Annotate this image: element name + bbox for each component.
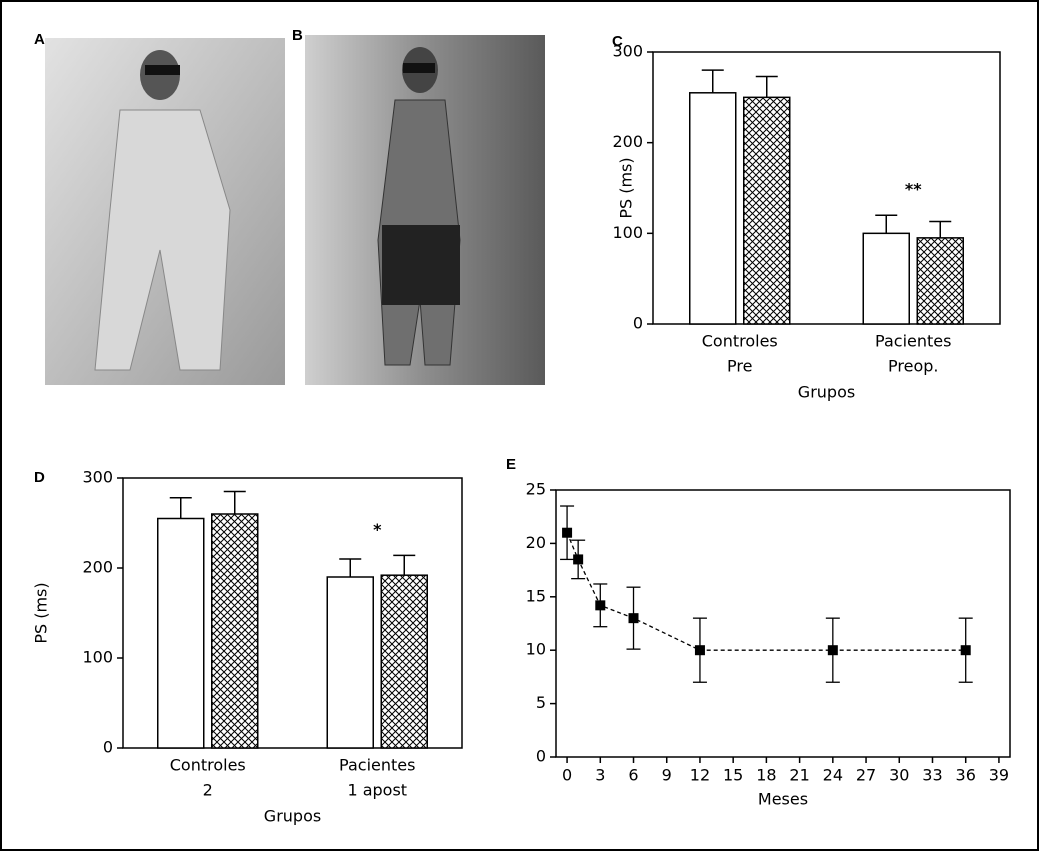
data-point [628,613,639,624]
x-tick-label: 6 [628,766,638,785]
significance-marker: * [373,520,382,539]
y-tick-label: 20 [526,533,546,552]
y-tick-label: 200 [82,558,113,577]
bar [862,232,910,325]
x-tick-label: 12 [690,766,710,785]
x-tick-label: 27 [856,766,876,785]
significance-marker: ** [905,180,922,199]
x-axis-label: Grupos [798,383,855,402]
y-tick-label: 5 [536,693,546,712]
photo-b [305,35,545,385]
bar [743,96,791,325]
x-tick-label: 30 [889,766,909,785]
y-tick-label: 10 [526,640,546,659]
x-tick-label: 21 [789,766,809,785]
data-line [566,532,966,651]
x-tick-label: 39 [989,766,1009,785]
x-tick-label: Pre [727,357,752,376]
x-tick-label: 24 [823,766,843,785]
y-tick-label: 0 [633,314,643,333]
x-tick-label: 9 [662,766,672,785]
y-tick-label: 100 [82,648,113,667]
plot-frame [652,51,1001,325]
y-tick-label: 300 [82,468,113,487]
panel-label: B [292,27,303,44]
plot-frame [555,489,1011,758]
y-tick-label: 0 [536,747,546,766]
bar [211,513,259,749]
panel-label: D [34,469,45,486]
bar [380,574,428,749]
x-tick-label: 36 [956,766,976,785]
y-tick-label: 200 [612,132,643,151]
x-tick-label: 3 [595,766,605,785]
bar [916,237,964,325]
bar [689,92,737,325]
data-point [694,645,705,656]
x-axis-label: Grupos [264,807,321,826]
data-point [562,527,573,538]
plot-frame [122,477,463,749]
x-tick-label: 0 [562,766,572,785]
x-tick-label: 33 [922,766,942,785]
data-point [827,645,838,656]
x-tick-label: Preop. [888,357,938,376]
y-tick-label: 15 [526,586,546,605]
x-tick-label: 2 [203,781,213,800]
x-tick-label: Controles [702,332,778,351]
panel-label: C [612,33,623,50]
x-tick-label: 18 [756,766,776,785]
y-tick-label: 300 [612,42,643,61]
data-point [573,554,584,565]
panel-label: E [506,456,516,473]
y-tick-label: 100 [612,223,643,242]
x-tick-label: 15 [723,766,743,785]
bar [326,576,374,749]
bar [157,517,205,749]
y-axis-label: PS (ms) [617,157,636,218]
x-tick-label: 1 apost [347,781,407,800]
y-tick-label: 0 [103,738,113,757]
x-tick-label: Controles [170,756,246,775]
x-axis-label: Meses [758,790,808,809]
y-axis-label: PS (ms) [32,582,51,643]
photo-a [45,38,285,385]
panel-label: A [34,31,45,48]
data-point [960,645,971,656]
y-tick-label: 25 [526,480,546,499]
data-point [595,600,606,611]
x-tick-label: Pacientes [875,332,951,351]
x-tick-label: Pacientes [339,756,415,775]
